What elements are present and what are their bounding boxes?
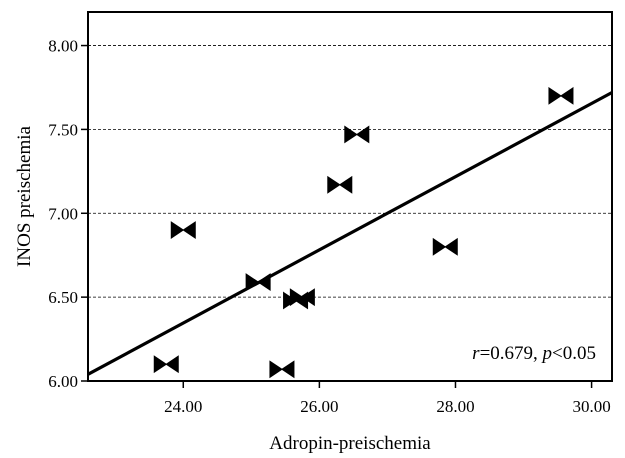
- data-point: [170, 221, 196, 239]
- data-point: [432, 237, 458, 256]
- y-axis-title: INOS preischemia: [14, 126, 35, 267]
- data-points: [153, 86, 574, 379]
- data-point: [327, 175, 353, 194]
- data-point: [269, 360, 295, 379]
- data-point: [548, 86, 574, 105]
- data-point: [245, 273, 271, 291]
- fit-line: [87, 91, 613, 376]
- x-tick-label: 28.00: [436, 397, 474, 416]
- y-tick-label: 7.50: [48, 120, 78, 139]
- x-axis-title: Adropin-preischemia: [269, 433, 431, 454]
- y-tick-label: 6.00: [48, 372, 78, 391]
- p-value: <0.05: [552, 343, 596, 364]
- y-tick-label: 6.50: [48, 288, 78, 307]
- x-tick-label: 30.00: [572, 397, 610, 416]
- data-point: [289, 288, 315, 307]
- x-axis-ticks: 24.00 26.00 28.00 30.00: [164, 381, 611, 416]
- y-axis-ticks: 6.00 6.50 7.00 7.50 8.00: [48, 37, 88, 391]
- p-symbol: p: [541, 343, 553, 364]
- r-value: =0.679,: [480, 343, 543, 364]
- r-symbol: r: [472, 343, 480, 364]
- data-point: [344, 125, 370, 144]
- grid-lines: [88, 45, 612, 298]
- y-tick-label: 7.00: [48, 204, 78, 223]
- y-tick-label: 8.00: [48, 37, 78, 56]
- x-tick-label: 24.00: [164, 397, 202, 416]
- correlation-annotation: r=0.679, p<0.05: [472, 343, 596, 364]
- data-point: [153, 355, 179, 374]
- regression-line: [87, 91, 613, 376]
- plot-frame: [87, 11, 613, 382]
- x-tick-label: 26.00: [300, 397, 338, 416]
